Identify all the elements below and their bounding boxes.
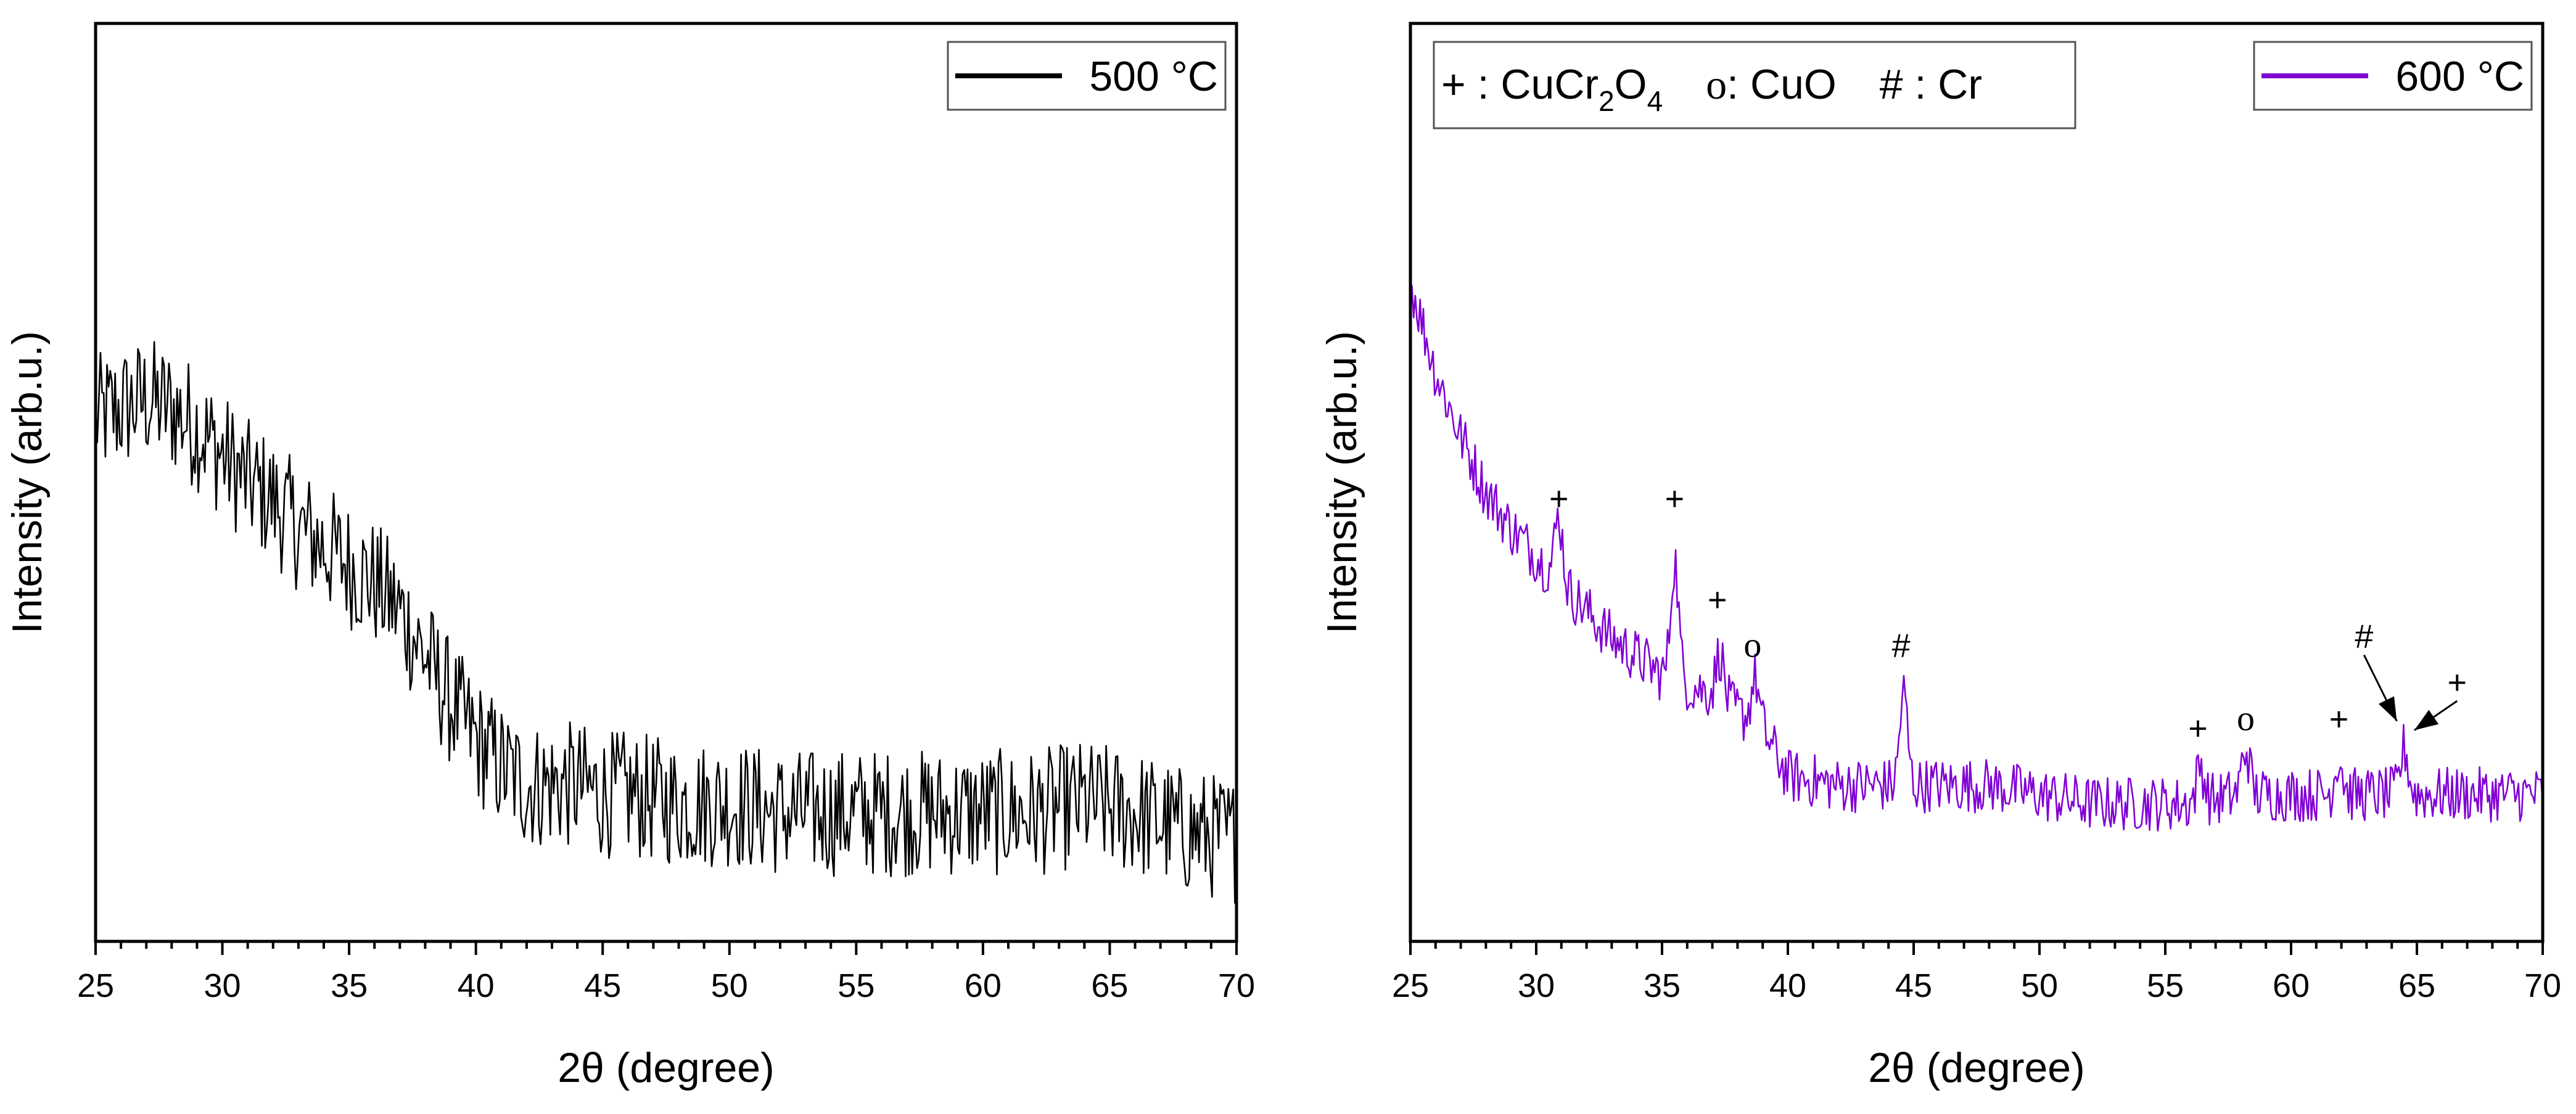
series-line-600C: [1409, 281, 2544, 832]
x-tick-label: 70: [2524, 967, 2561, 1004]
phase-legend-span: 4: [1647, 85, 1663, 117]
legend: 600 °C: [2253, 41, 2533, 111]
peak-arrow-head: [2414, 710, 2439, 731]
x-tick-label: 65: [2398, 967, 2435, 1004]
y-axis-label: Intensity (arb.u.): [1319, 331, 1365, 634]
x-tick-label: 70: [1218, 967, 1255, 1004]
peak-marker-symbol: +: [2448, 664, 2467, 701]
peak-marker-symbol: +: [1549, 480, 1569, 517]
peak-marker-symbol: o: [2237, 698, 2255, 739]
peak-marker-symbol: o: [1743, 625, 1761, 665]
plot-frame: [94, 22, 1238, 943]
phase-legend-text: + : CuCr2O4 o: CuO # : Cr: [1441, 61, 1982, 117]
peak-marker-symbol: +: [1708, 581, 1727, 618]
phase-legend-span: # : Cr: [1880, 61, 1982, 108]
x-tick-label: 50: [711, 967, 748, 1004]
phase-legend: + : CuCr2O4 o: CuO # : Cr: [1433, 41, 2076, 129]
peak-marker: #: [1892, 627, 1911, 664]
peak-marker-symbol: +: [2188, 710, 2208, 747]
peak-marker: o: [2237, 698, 2255, 739]
legend-label: 500 °C: [1089, 53, 1218, 100]
x-tick-label: 35: [1644, 967, 1681, 1004]
peak-marker: +: [1549, 480, 1569, 517]
x-tick-label: 30: [1518, 967, 1555, 1004]
peak-marker-symbol: +: [2329, 701, 2349, 738]
peak-arrow-head: [2378, 696, 2397, 721]
series-line-500C: [94, 341, 1237, 905]
x-tick-label: 55: [2147, 967, 2184, 1004]
phase-legend-span: o: [1706, 61, 1727, 108]
peak-marker: +: [1665, 480, 1685, 517]
x-tick-label: 25: [77, 967, 114, 1004]
x-tick-label: 60: [965, 967, 1002, 1004]
peak-marker: +: [2188, 710, 2208, 747]
phase-legend-span: : CuO: [1727, 61, 1837, 108]
peak-marker-symbol: #: [1892, 627, 1911, 664]
chart-panel-1: 25 30 35 40 45 50 55 60 65 70 2θ (degree) Intensity…: [4, 22, 1255, 1091]
x-axis-label: 2θ (degree): [1868, 1044, 2085, 1091]
x-axis-label: 2θ (degree): [558, 1044, 775, 1091]
peak-marker: +: [1708, 581, 1727, 618]
x-tick-label: 35: [331, 967, 368, 1004]
x-tick-label: 60: [2273, 967, 2310, 1004]
x-tick-label: 40: [458, 967, 495, 1004]
y-axis-label: Intensity (arb.u.): [4, 331, 51, 634]
legend: 500 °C: [947, 41, 1227, 111]
phase-legend-span: + : CuCr: [1441, 61, 1599, 108]
x-tick-label: 45: [1895, 967, 1932, 1004]
peak-marker-symbol: #: [2355, 618, 2373, 655]
x-tick-label: 25: [1392, 967, 1429, 1004]
x-tick-label: 40: [1769, 967, 1806, 1004]
x-tick-label: 30: [204, 967, 241, 1004]
phase-legend-span: O: [1615, 61, 1647, 108]
legend-label: 600 °C: [2395, 53, 2524, 100]
x-tick-label: 65: [1091, 967, 1128, 1004]
chart-panel-2: 25 30 35 40 45 50 55 60 65 70 2θ (degree) Intensity…: [1319, 22, 2561, 1091]
x-tick-label: 50: [2021, 967, 2058, 1004]
phase-legend-box: [1433, 41, 2076, 129]
peak-marker: +: [2414, 664, 2467, 731]
x-tick-label: 55: [837, 967, 874, 1004]
x-tick-label: 45: [584, 967, 621, 1004]
peak-marker: o: [1743, 625, 1761, 665]
plot-frame: [1409, 22, 2545, 943]
peak-marker: #: [2355, 618, 2398, 722]
peak-marker-symbol: +: [1665, 480, 1685, 517]
phase-legend-span: 2: [1599, 85, 1615, 117]
peak-marker: +: [2329, 701, 2349, 738]
